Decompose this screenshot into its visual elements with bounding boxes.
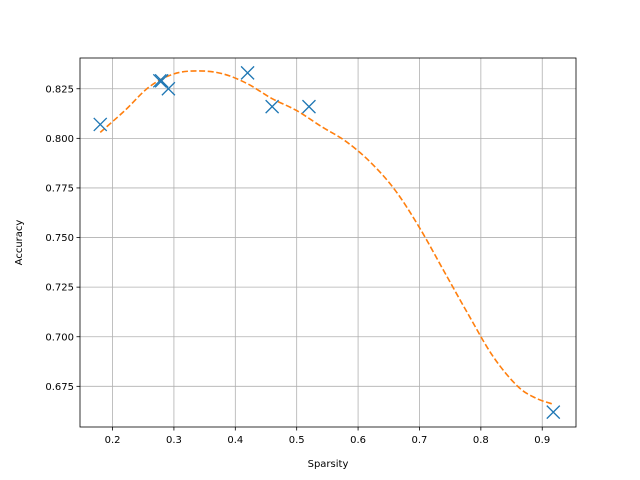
y-axis-label: Accuracy [14, 220, 25, 266]
grid-lines [80, 58, 576, 427]
x-tick-label-3: 0.5 [289, 435, 305, 446]
fit-line [99, 70, 554, 405]
x-tick-label-1: 0.3 [166, 435, 182, 446]
scatter-point-5 [265, 99, 280, 114]
scatter-markers [93, 65, 561, 420]
scatter-point-2 [154, 73, 169, 88]
y-axis-ticks: 0.675 0.700 0.725 0.750 0.775 0.800 0.825 [45, 84, 80, 393]
plot-area [80, 58, 576, 427]
x-tick-label-5: 0.7 [412, 435, 428, 446]
scatter-point-7 [546, 405, 561, 420]
scatter-point-4 [240, 65, 255, 80]
x-tick-label-4: 0.6 [350, 435, 366, 446]
y-tick-label-4: 0.775 [45, 184, 74, 195]
x-tick-label-0: 0.2 [105, 435, 121, 446]
x-axis-label: Sparsity [308, 459, 349, 470]
scatter-point-6 [302, 99, 316, 114]
y-tick-label-1: 0.700 [45, 332, 74, 343]
y-tick-label-5: 0.800 [45, 134, 74, 145]
x-tick-label-7: 0.9 [534, 435, 550, 446]
y-tick-label-0: 0.675 [45, 382, 74, 393]
fit-line-layer [99, 70, 554, 405]
y-tick-label-2: 0.725 [45, 283, 74, 294]
scatter-point-3 [161, 81, 176, 96]
x-tick-label-2: 0.4 [227, 435, 243, 446]
y-tick-label-6: 0.825 [45, 84, 74, 95]
x-axis-ticks: 0.2 0.3 0.4 0.5 0.6 0.7 0.8 0.9 [105, 427, 550, 446]
y-tick-label-3: 0.750 [45, 233, 74, 244]
x-tick-label-6: 0.8 [473, 435, 489, 446]
plot-frame [79, 57, 577, 428]
scatter-point-0 [93, 117, 108, 132]
